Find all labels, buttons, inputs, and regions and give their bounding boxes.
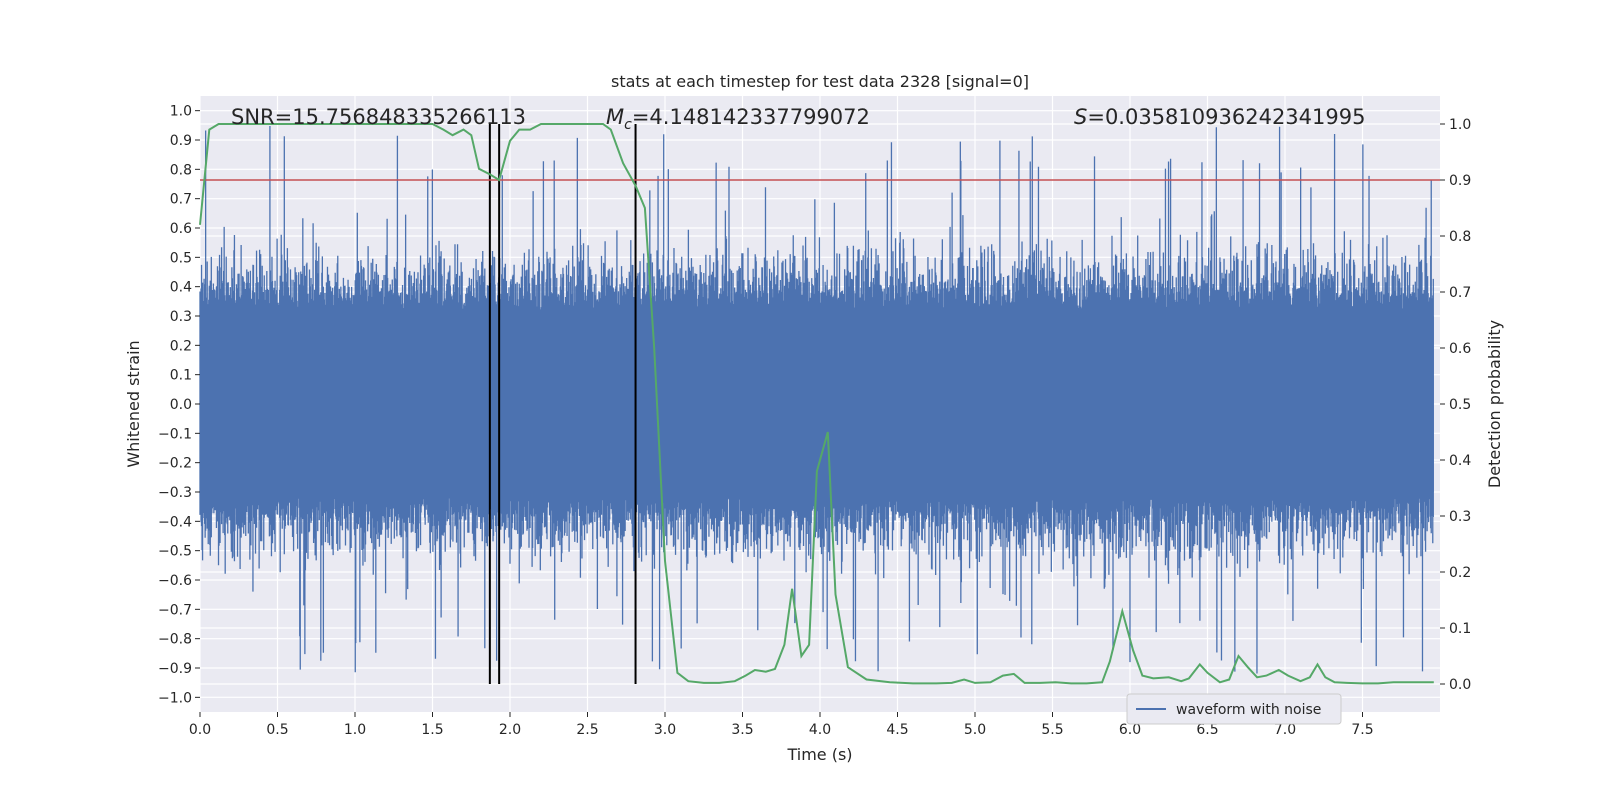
s-symbol: S — [1074, 105, 1087, 129]
y-tick-label-left: 0.3 — [170, 309, 192, 325]
y-tick-label-left: −0.3 — [158, 485, 192, 501]
x-tick-label: 7.0 — [1274, 722, 1296, 738]
y-tick-label-left: 0.2 — [170, 338, 192, 354]
x-tick-label: 0.5 — [266, 722, 288, 738]
x-tick-label: 3.5 — [731, 722, 753, 738]
chirp-mass-value: =4.148142337799072 — [632, 105, 870, 129]
y-tick-label-left: −0.4 — [158, 514, 192, 530]
snr-annotation: SNR=15.756848335266113 — [231, 105, 526, 129]
y-tick-label-right: 0.4 — [1449, 453, 1471, 469]
legend-box — [1126, 693, 1342, 725]
y-tick-label-left: −0.5 — [158, 544, 192, 560]
y-axis-label-right: Detection probability — [1485, 320, 1504, 488]
y-ticks-left: 1.0 0.9 0.8 0.7 0.6 0.5 0.4 0.3 0.2 0.1 0.0 −0.1 −0.… — [158, 104, 200, 706]
x-tick-label: 3.0 — [654, 722, 676, 738]
x-axis-label: Time (s) — [786, 745, 852, 764]
y-ticks-right: 1.0 0.9 0.8 0.7 0.6 0.5 0.4 0.3 0.2 0.1 0.0 — [1440, 117, 1471, 693]
x-tick-label: 2.0 — [499, 722, 521, 738]
y-tick-label-right: 0.6 — [1449, 341, 1471, 357]
waveform-series — [199, 126, 1434, 674]
x-tick-label: 5.5 — [1041, 722, 1063, 738]
y-tick-label-left: 1.0 — [170, 104, 192, 120]
waveform-trace — [199, 126, 1434, 674]
y-tick-label-left: 0.1 — [170, 368, 192, 384]
y-tick-label-left: 0.8 — [170, 162, 192, 178]
y-tick-label-right: 0.9 — [1449, 173, 1471, 189]
chirp-mass-symbol: M — [606, 105, 624, 129]
y-tick-label-right: 0.8 — [1449, 229, 1471, 245]
x-tick-label: 1.0 — [344, 722, 366, 738]
y-tick-label-left: 0.4 — [170, 280, 192, 296]
x-tick-label: 4.0 — [809, 722, 831, 738]
s-annotation: S=0.035810936242341995 — [1074, 105, 1365, 129]
s-value: =0.035810936242341995 — [1087, 105, 1365, 129]
x-tick-label: 7.5 — [1351, 722, 1373, 738]
y-tick-label-right: 0.3 — [1449, 509, 1471, 525]
y-tick-label-left: −0.6 — [158, 573, 192, 589]
x-tick-label: 2.5 — [576, 722, 598, 738]
y-tick-label-right: 0.7 — [1449, 285, 1471, 301]
y-tick-label-left: −0.1 — [158, 426, 192, 442]
chirp-mass-annotation: Mc=4.148142337799072 — [606, 105, 870, 133]
x-ticks: 0.0 0.5 1.0 1.5 2.0 2.5 3.0 3.5 4.0 4.5 5.0 5.5 6.0 6… — [189, 712, 1374, 738]
y-tick-label-left: 0.9 — [170, 133, 192, 149]
y-axis-label-left: Whitened strain — [124, 340, 143, 467]
legend: waveform with noise — [1126, 693, 1342, 725]
vertical-markers — [488, 124, 637, 684]
y-tick-label-right: 0.1 — [1449, 621, 1471, 637]
x-tick-label: 5.0 — [964, 722, 986, 738]
y-tick-label-left: 0.5 — [170, 250, 192, 266]
chart-title: stats at each timestep for test data 232… — [611, 72, 1029, 91]
y-tick-label-left: −0.2 — [158, 456, 192, 472]
y-tick-label-right: 0.5 — [1449, 397, 1471, 413]
x-tick-label: 0.0 — [189, 722, 211, 738]
y-tick-label-right: 0.2 — [1449, 565, 1471, 581]
legend-entry-waveform: waveform with noise — [1176, 702, 1321, 718]
x-tick-label: 6.5 — [1196, 722, 1218, 738]
y-tick-label-right: 0.0 — [1449, 677, 1471, 693]
y-tick-label-left: 0.7 — [170, 192, 192, 208]
detection-probability-line — [199, 123, 1434, 685]
x-tick-label: 1.5 — [421, 722, 443, 738]
chirp-mass-subscript: c — [624, 117, 632, 133]
x-tick-label: 6.0 — [1119, 722, 1141, 738]
y-tick-label-right: 1.0 — [1449, 117, 1471, 133]
y-tick-label-left: 0.6 — [170, 221, 192, 237]
y-tick-label-left: −0.8 — [158, 632, 192, 648]
y-tick-label-left: −1.0 — [158, 690, 192, 706]
y-tick-label-left: −0.7 — [158, 602, 192, 618]
x-tick-label: 4.5 — [886, 722, 908, 738]
y-tick-label-left: −0.9 — [158, 661, 192, 677]
y-tick-label-left: 0.0 — [170, 397, 192, 413]
